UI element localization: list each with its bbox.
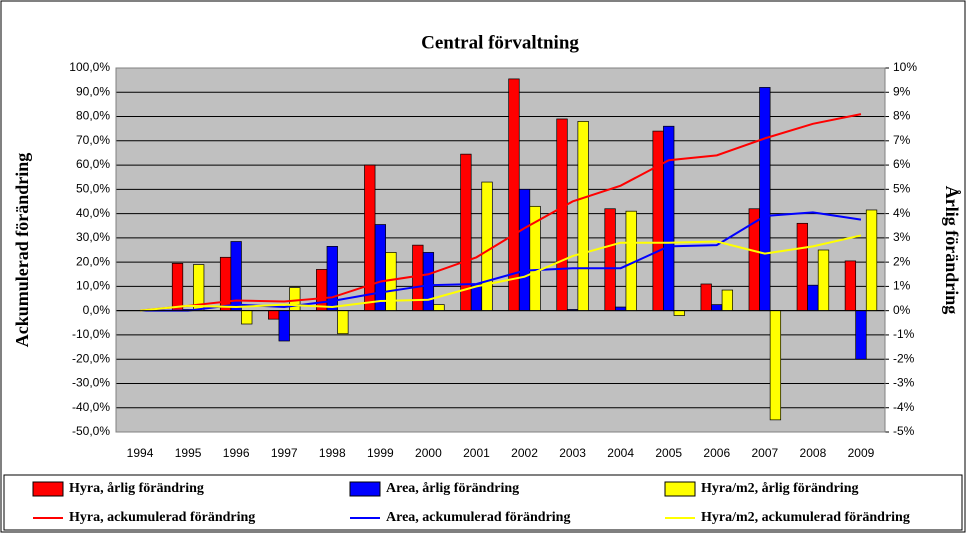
y2-tick-label: -3% <box>893 376 915 390</box>
y-tick-label: 60,0% <box>76 157 110 171</box>
x-tick-label: 2008 <box>800 446 827 460</box>
legend-label: Area, årlig förändring <box>386 481 519 496</box>
bar <box>508 78 520 312</box>
bar <box>711 304 723 312</box>
y-tick-label: 20,0% <box>76 254 110 268</box>
y-tick-label: 90,0% <box>76 84 110 98</box>
bar <box>422 252 435 312</box>
x-tick-label: 2002 <box>511 446 538 460</box>
legend-label: Hyra/m2, ackumulerad förändring <box>701 510 910 525</box>
y-tick-label: 80,0% <box>76 109 110 123</box>
bar <box>385 252 397 312</box>
bar <box>268 310 280 320</box>
legend-box <box>3 474 963 531</box>
legend-marker <box>32 481 64 497</box>
bar <box>241 310 253 325</box>
line <box>139 113 862 312</box>
y2-tick-label: 10% <box>893 60 917 74</box>
y-tick-label: -10,0% <box>72 327 110 341</box>
x-tick-label: 1998 <box>319 446 346 460</box>
bar <box>289 287 301 312</box>
bar <box>721 289 733 312</box>
x-tick-label: 1995 <box>175 446 202 460</box>
x-tick-label: 2004 <box>607 446 634 460</box>
legend-marker <box>349 481 381 497</box>
y2-tick-label: 0% <box>893 303 911 317</box>
bar <box>433 304 445 312</box>
legend-label: Hyra/m2, årlig förändring <box>701 481 859 496</box>
x-tick-label: 2001 <box>463 446 490 460</box>
line <box>139 234 862 312</box>
y2-tick-label: -4% <box>893 400 915 414</box>
y-tick-label: 30,0% <box>76 230 110 244</box>
bar <box>663 125 675 312</box>
bar <box>769 310 782 421</box>
bar <box>337 310 349 335</box>
legend-label: Hyra, årlig förändring <box>69 481 204 496</box>
y2-tick-label: -2% <box>893 351 915 365</box>
y2-tick-label: -1% <box>893 327 915 341</box>
bar <box>577 121 589 312</box>
y2-tick-label: 7% <box>893 133 911 147</box>
y-tick-label: -30,0% <box>72 376 110 390</box>
y-tick-label: 100,0% <box>69 60 110 74</box>
x-tick-label: 1999 <box>367 446 394 460</box>
y-tick-label: 40,0% <box>76 206 110 220</box>
bar <box>316 269 328 312</box>
y2-tick-label: 4% <box>893 206 911 220</box>
legend-label: Hyra, ackumulerad förändring <box>69 510 255 525</box>
y2-axis-label: Årlig förändring <box>942 186 962 315</box>
bar <box>652 130 664 312</box>
bar <box>673 310 685 316</box>
legend-marker <box>664 481 696 497</box>
bar <box>518 188 531 312</box>
bar <box>855 310 867 360</box>
y2-tick-label: 2% <box>893 254 911 268</box>
y2-tick-label: 5% <box>893 182 911 196</box>
x-tick-label: 2003 <box>559 446 586 460</box>
chart-title: Central förvaltning <box>421 32 579 53</box>
bar <box>796 222 808 312</box>
x-tick-label: 2000 <box>415 446 442 460</box>
y-tick-label: -50,0% <box>72 424 110 438</box>
x-tick-label: 2009 <box>848 446 875 460</box>
x-tick-label: 1996 <box>223 446 250 460</box>
x-tick-label: 1997 <box>271 446 298 460</box>
y-tick-label: 10,0% <box>76 279 110 293</box>
y-tick-label: -40,0% <box>72 400 110 414</box>
y2-tick-label: 1% <box>893 279 911 293</box>
bar <box>700 283 712 312</box>
y-tick-label: 70,0% <box>76 133 110 147</box>
bar <box>615 306 627 312</box>
bar <box>374 224 386 312</box>
legend-label: Area, ackumulerad förändring <box>386 510 570 525</box>
bar <box>865 209 878 312</box>
x-tick-label: 2006 <box>703 446 730 460</box>
bar <box>364 164 376 312</box>
bar <box>278 310 290 342</box>
y2-tick-label: 3% <box>893 230 911 244</box>
bar <box>807 284 819 312</box>
bar <box>817 249 830 312</box>
y-tick-label: -20,0% <box>72 351 110 365</box>
bar <box>844 260 857 312</box>
bar <box>759 87 771 312</box>
y2-tick-label: 9% <box>893 84 911 98</box>
x-tick-label: 2005 <box>655 446 682 460</box>
bar <box>556 118 568 312</box>
bar <box>604 208 616 312</box>
x-tick-label: 2007 <box>751 446 778 460</box>
bar <box>481 181 493 312</box>
bar <box>171 262 184 312</box>
plot-border <box>115 67 886 433</box>
y-axis-label: Ackumulerad förändring <box>12 153 32 348</box>
y2-tick-label: 8% <box>893 109 911 123</box>
y2-tick-label: -5% <box>893 424 915 438</box>
y-tick-label: 0,0% <box>83 303 111 317</box>
y2-tick-label: 6% <box>893 157 911 171</box>
bar <box>460 153 472 312</box>
y-tick-label: 50,0% <box>76 182 110 196</box>
x-tick-label: 1994 <box>127 446 154 460</box>
